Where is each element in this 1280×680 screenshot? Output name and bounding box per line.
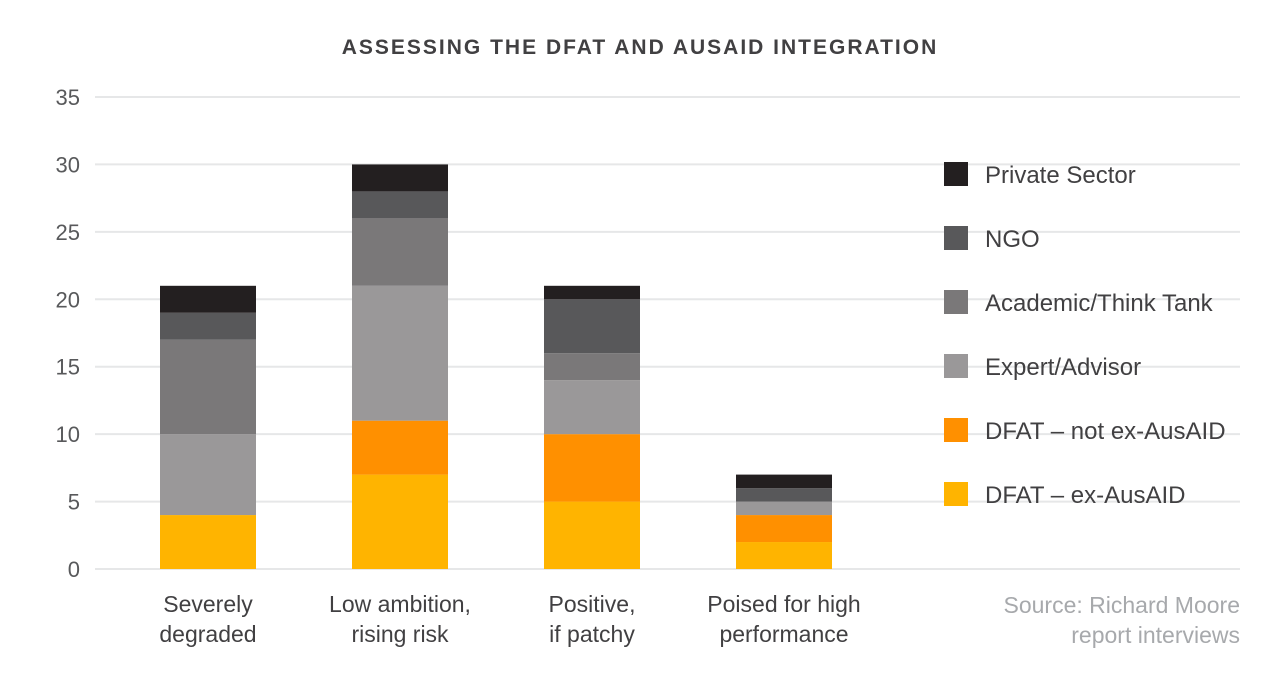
bar-segment <box>544 299 640 354</box>
y-tick-label: 0 <box>68 557 80 582</box>
bar-segment <box>544 285 640 300</box>
x-tick-label: Poised for high <box>707 591 860 617</box>
legend-swatch <box>944 162 968 186</box>
bar-segment <box>736 488 832 502</box>
y-tick-label: 35 <box>56 85 80 110</box>
y-tick-label: 15 <box>56 355 80 380</box>
legend-swatch <box>944 354 968 378</box>
chart-title: ASSESSING THE DFAT AND AUSAID INTEGRATIO… <box>341 36 939 59</box>
y-tick-label: 10 <box>56 422 80 447</box>
bar-segment <box>352 191 448 219</box>
bar-segment <box>160 339 256 435</box>
legend-label: DFAT – ex-AusAID <box>985 482 1186 509</box>
bar-segment <box>352 420 448 475</box>
y-tick-label: 25 <box>56 220 80 245</box>
bar-segment <box>352 285 448 421</box>
legend-label: Academic/Think Tank <box>985 290 1214 317</box>
bar-segment <box>160 434 256 516</box>
source-line: report interviews <box>1071 622 1240 648</box>
bar-segment <box>544 380 640 435</box>
bar-segment <box>352 164 448 192</box>
legend-label: Expert/Advisor <box>985 354 1141 381</box>
bar-segment <box>544 501 640 569</box>
legend-label: NGO <box>985 226 1040 253</box>
x-tick-label: Positive, <box>549 591 636 617</box>
source-line: Source: Richard Moore <box>1003 592 1241 618</box>
bar-segment <box>352 218 448 286</box>
x-tick-label: degraded <box>159 621 256 647</box>
legend-label: Private Sector <box>985 162 1136 189</box>
bar-segment <box>160 515 256 569</box>
x-tick-label: Low ambition, <box>329 591 471 617</box>
x-tick-label: Severely <box>163 591 253 617</box>
legend-swatch <box>944 482 968 506</box>
bar-segment <box>736 501 832 516</box>
y-tick-label: 30 <box>56 152 80 177</box>
x-tick-label: performance <box>719 621 848 647</box>
bar-segment <box>544 353 640 381</box>
bar-segment <box>160 285 256 313</box>
bar-segment <box>160 312 256 340</box>
legend-swatch <box>944 418 968 442</box>
bar-segment <box>544 434 640 502</box>
y-tick-label: 20 <box>56 287 80 312</box>
x-tick-label: if patchy <box>549 621 635 647</box>
bar-segment <box>352 474 448 569</box>
legend-swatch <box>944 290 968 314</box>
source-note: Source: Richard Moore report interviews <box>1004 590 1241 650</box>
y-tick-label: 5 <box>68 490 80 515</box>
bar-segment <box>736 474 832 489</box>
x-tick-label: rising risk <box>351 621 449 647</box>
bar-segment <box>736 515 832 543</box>
legend-swatch <box>944 226 968 250</box>
legend-label: DFAT – not ex-AusAID <box>985 418 1226 445</box>
bar-segment <box>736 542 832 569</box>
